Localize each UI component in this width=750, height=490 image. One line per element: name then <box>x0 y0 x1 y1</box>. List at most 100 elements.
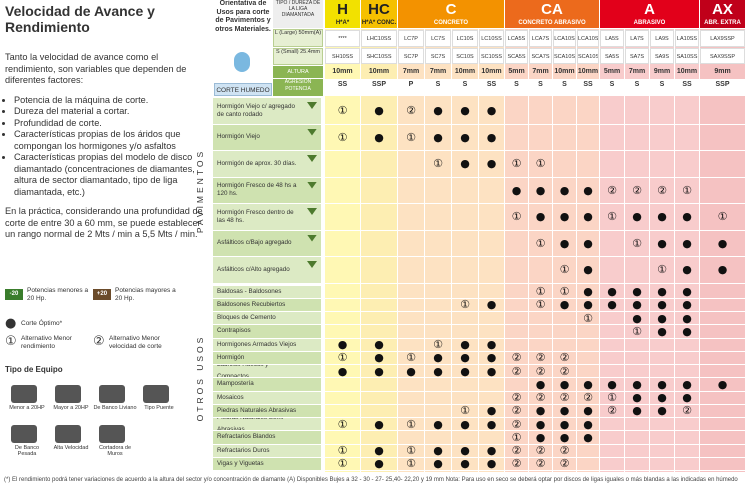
rating: ● <box>657 324 667 338</box>
key-small: S (Small) 25.4mm <box>273 48 323 65</box>
rating: ● <box>486 130 497 144</box>
column-bg <box>650 29 674 472</box>
equipment-icon <box>11 385 37 403</box>
closing: En la práctica, considerando una profund… <box>5 206 203 239</box>
rating: ● <box>682 324 692 338</box>
rating: ① <box>337 130 348 144</box>
rating: ● <box>657 404 667 418</box>
row-line <box>325 430 746 432</box>
key-height: ALTURA <box>273 66 323 78</box>
rating: ● <box>460 104 470 118</box>
rating: ● <box>559 183 570 197</box>
rating: ② <box>559 457 570 471</box>
rating: ● <box>583 404 593 418</box>
row-label: Hormigón de aprox. 30 días. <box>213 151 321 177</box>
code-large: LCA10S <box>553 30 576 47</box>
segment-type: S <box>452 79 478 96</box>
rating: ● <box>607 377 617 391</box>
rating: ● <box>460 457 470 471</box>
column-bg <box>553 29 576 472</box>
row-line <box>325 470 746 471</box>
rating: ● <box>657 210 667 224</box>
code-small: SCA10S <box>553 48 576 64</box>
rating: ● <box>559 404 570 418</box>
segment-type: S <box>650 79 674 96</box>
row-label: Mampostería <box>213 378 321 391</box>
row-label: Asfálticos c/Alto agregado <box>213 257 321 283</box>
legend-symbol: ① <box>5 334 17 349</box>
row-line <box>325 324 746 326</box>
rating: ① <box>460 404 470 418</box>
row-line <box>325 377 746 379</box>
rating: ② <box>511 417 522 431</box>
code-small: SCA10SS <box>577 48 599 64</box>
footnote: (*) El rendimiento podrá tener variacion… <box>4 477 738 483</box>
group-name: AX <box>700 0 745 19</box>
code-large: LHC10SS <box>361 30 397 47</box>
legend-symbol: ● <box>5 316 17 331</box>
row-label: Bloques de Cemento <box>213 312 321 325</box>
rating: ● <box>486 417 497 431</box>
rating: ① <box>337 444 348 458</box>
segment-type: SS <box>675 79 699 96</box>
rating: ● <box>433 104 443 118</box>
height: 10mm <box>481 68 502 75</box>
rating: ● <box>460 364 470 378</box>
rating: ① <box>535 285 546 299</box>
rating: ② <box>535 391 546 405</box>
rating: ● <box>657 377 667 391</box>
column-bg <box>600 29 624 472</box>
height: 9mm <box>714 68 731 75</box>
column-bg <box>505 29 528 472</box>
rating: ● <box>406 364 416 378</box>
rating: ● <box>460 338 470 352</box>
code-large: LCA7S <box>529 30 552 47</box>
rating: ● <box>717 377 728 391</box>
segment-type: SS <box>325 79 360 96</box>
height: 5mm <box>603 68 621 75</box>
code-large: LC7S <box>425 30 451 47</box>
row-label: Mosaicos <box>213 391 321 404</box>
rating: ● <box>374 351 384 365</box>
code-small: SA9S <box>650 48 674 64</box>
rating: ② <box>511 404 522 418</box>
row-line <box>325 443 746 445</box>
row-line <box>325 337 746 339</box>
equipment-icon <box>143 385 169 403</box>
rating: ● <box>632 285 642 299</box>
column-bg <box>398 29 424 472</box>
row-line <box>325 417 746 418</box>
rating: ① <box>406 444 416 458</box>
height: 7mm <box>429 68 447 75</box>
key-large: L (Large) 50mm(A) <box>273 29 323 47</box>
code-large: LC10S <box>452 30 478 47</box>
code-large: LC10SS <box>479 30 504 47</box>
row-label: Ladrillos Huecos y Compactos <box>213 365 321 378</box>
rating: ① <box>337 351 348 365</box>
section-label: PAVIMENTOS <box>195 148 205 233</box>
rating: ● <box>511 183 522 197</box>
row-label: Contrapisos <box>213 325 321 338</box>
row-line <box>325 282 746 284</box>
rating: ① <box>583 311 593 325</box>
height: 7mm <box>402 68 420 75</box>
column-bg <box>700 29 745 472</box>
rating: ● <box>632 377 642 391</box>
group-name: A <box>600 0 699 19</box>
segment-type: S <box>625 79 649 96</box>
rating: ● <box>433 351 443 365</box>
rating: ① <box>406 130 416 144</box>
rating: ● <box>632 391 642 405</box>
equipment-title: Tipo de Equipo <box>5 365 63 374</box>
rating: ● <box>607 298 617 312</box>
rating: ① <box>406 351 416 365</box>
rating: ● <box>337 364 348 378</box>
power-icon <box>307 208 317 215</box>
rating: ● <box>535 183 546 197</box>
rating: ② <box>583 391 593 405</box>
rating: ● <box>559 298 570 312</box>
paragraph: Tanto la velocidad de avance como el ren… <box>5 52 187 85</box>
rating: ● <box>583 430 593 444</box>
group-name: HC <box>361 0 397 19</box>
